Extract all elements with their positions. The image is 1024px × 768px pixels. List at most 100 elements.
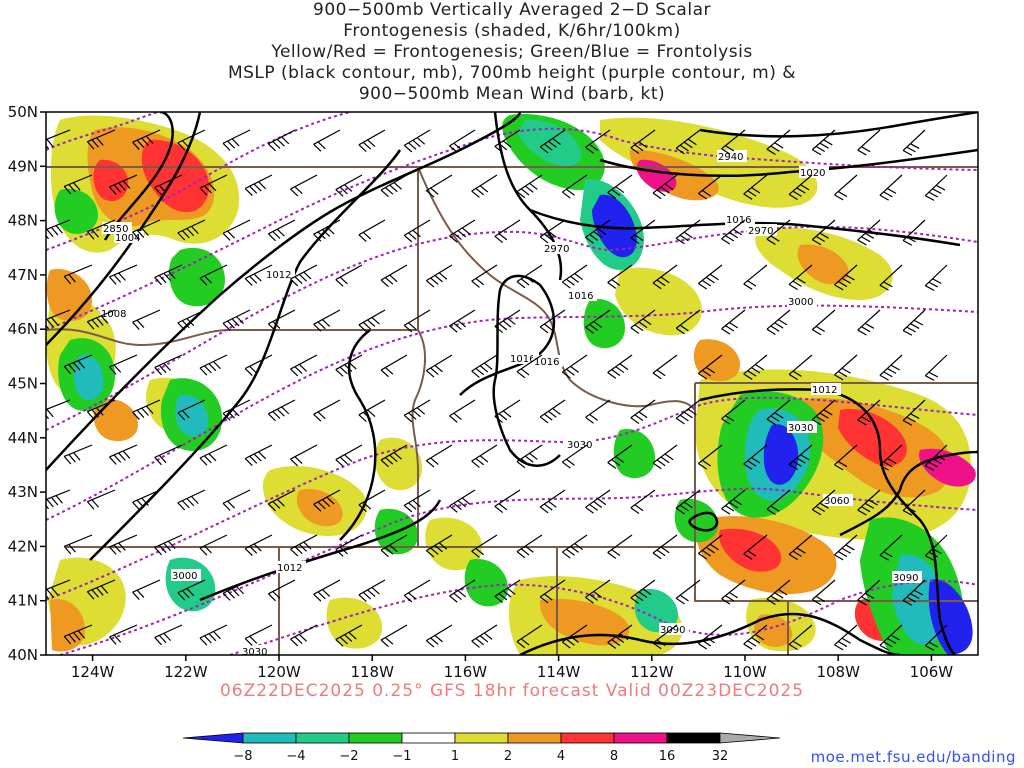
wind-barb xyxy=(380,534,408,558)
wind-barb xyxy=(698,354,723,380)
title-line: 900−500mb Mean Wind (barb, kt) xyxy=(358,84,666,104)
wind-barb xyxy=(222,309,251,331)
wind-barb xyxy=(585,399,611,424)
wind-barb xyxy=(766,489,791,515)
wind-barb xyxy=(109,354,138,375)
wind-barb xyxy=(607,174,633,199)
height-label: 3030 xyxy=(242,647,267,658)
wind-barb xyxy=(471,624,498,648)
mslp-label: 1012 xyxy=(812,385,837,396)
frontogenesis-patch xyxy=(326,597,383,649)
wind-barb xyxy=(63,354,93,375)
wind-barb xyxy=(380,174,408,198)
colorbar-label: −4 xyxy=(286,749,305,764)
wind-barb xyxy=(335,444,363,467)
wind-barb xyxy=(244,264,273,287)
height-label: 3000 xyxy=(788,297,813,308)
wind-barb xyxy=(244,354,273,377)
title-line: 900−500mb Vertically Averaged 2−D Scalar xyxy=(313,0,711,20)
wind-barb xyxy=(743,354,768,380)
wind-barb xyxy=(471,264,498,288)
wind-barb xyxy=(698,444,723,470)
wind-barb xyxy=(607,444,633,469)
wind-barb xyxy=(403,579,431,603)
wind-barb xyxy=(449,309,476,333)
credit-url[interactable]: moe.met.fsu.edu/banding xyxy=(810,748,1016,766)
frontolysis-patch xyxy=(592,194,637,258)
wind-barb xyxy=(698,264,723,290)
mslp-contour xyxy=(699,388,956,655)
wind-barb xyxy=(267,129,296,152)
lat-tick-label: 45N xyxy=(8,375,38,393)
wind-barb xyxy=(335,534,363,557)
wind-barb xyxy=(675,489,701,515)
wind-barb xyxy=(857,489,881,516)
wind-barb xyxy=(86,399,116,420)
frontogenesis-patch xyxy=(50,599,85,652)
wind-barb xyxy=(924,354,948,381)
wind-barb xyxy=(879,174,903,201)
wind-barb xyxy=(86,309,116,330)
wind-barb xyxy=(788,264,813,291)
border-id-mt xyxy=(417,166,696,411)
wind-barb xyxy=(267,489,296,512)
colorbar-swatch xyxy=(560,732,615,744)
wind-barb xyxy=(244,444,273,467)
frontogenesis-patch xyxy=(797,244,849,285)
border-or-id xyxy=(411,329,426,547)
wind-barb xyxy=(267,579,296,602)
wind-barb xyxy=(290,264,318,287)
wind-barb xyxy=(585,309,611,334)
wind-barb xyxy=(607,624,633,649)
wind-barb xyxy=(449,579,476,603)
wind-barb xyxy=(199,624,228,646)
wind-barb xyxy=(425,354,453,378)
wind-barb xyxy=(335,624,363,647)
wind-barb xyxy=(471,534,498,558)
wind-barb xyxy=(267,399,296,422)
frontogenesis-patch xyxy=(374,437,423,491)
wind-barb xyxy=(585,219,611,244)
wind-barb xyxy=(811,579,836,606)
wind-barb xyxy=(652,444,678,470)
wind-barb xyxy=(561,354,588,379)
wind-barb xyxy=(585,489,611,514)
colorbar-label: 16 xyxy=(659,749,676,764)
frontogenesis-patch xyxy=(693,339,740,382)
wind-barb xyxy=(652,264,678,290)
wind-barb xyxy=(607,354,633,379)
height-label: 3090 xyxy=(893,573,918,584)
wind-barb xyxy=(721,219,746,245)
wind-barb xyxy=(358,489,386,512)
frontogenesis-patch xyxy=(93,398,138,442)
colorbar-label: 4 xyxy=(557,749,565,764)
wind-barb xyxy=(313,489,341,512)
wind-barb xyxy=(788,354,813,381)
colorbar-swatch xyxy=(401,732,456,744)
wind-barb xyxy=(222,219,251,241)
frontogenesis-patch xyxy=(754,614,793,647)
wind-barb xyxy=(403,219,431,243)
wind-barb xyxy=(46,399,71,420)
colorbar-swatch xyxy=(507,732,562,744)
wind-barb xyxy=(494,219,521,244)
wind-barb xyxy=(857,309,881,336)
wind-barb xyxy=(721,579,746,605)
colorbar-label: 8 xyxy=(610,749,618,764)
wind-barb xyxy=(132,579,161,600)
wind-barb xyxy=(63,444,93,465)
wind-barb xyxy=(811,399,836,426)
lat-tick-label: 48N xyxy=(8,212,38,230)
wind-barb xyxy=(380,624,408,648)
wind-barb xyxy=(86,219,116,240)
wind-barb xyxy=(46,579,71,600)
wind-barb xyxy=(63,624,93,645)
wind-barb xyxy=(222,129,251,151)
wind-barb xyxy=(494,399,521,424)
frontogenesis-shading xyxy=(46,114,976,655)
wind-barb xyxy=(561,174,588,199)
wind-barb xyxy=(857,129,881,156)
wind-barb xyxy=(902,309,926,336)
wind-barb xyxy=(267,219,296,242)
wind-barb xyxy=(698,624,723,650)
